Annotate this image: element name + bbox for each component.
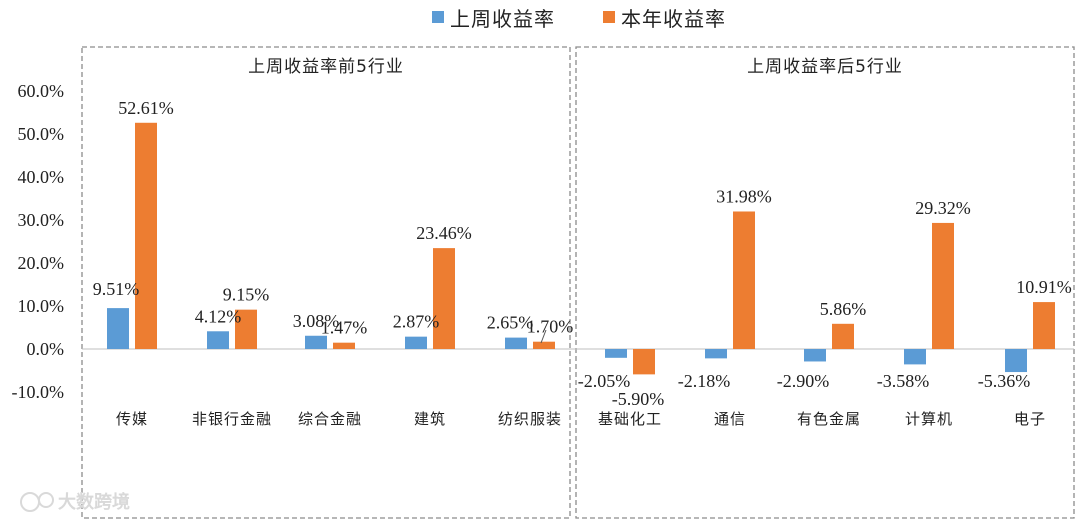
watermark-logo-icon (20, 492, 40, 512)
bar-ytd (433, 248, 455, 349)
watermark-text: 大数跨境 (58, 491, 130, 513)
category-label: 有色金属 (797, 410, 861, 428)
data-label: 29.32% (915, 198, 971, 218)
bar-weekly (804, 349, 826, 362)
y-axis: -10.0% 0.0% 10.0% 20.0% 30.0% 40.0% 50.0% 60.0% (12, 81, 65, 402)
data-label: 9.15% (223, 285, 270, 305)
category-label: 非银行金融 (192, 410, 272, 428)
bar-weekly (207, 331, 229, 349)
bar-ytd (832, 323, 854, 349)
panel-title-top5: 上周收益率前5行业 (248, 57, 404, 77)
bar-weekly (904, 349, 926, 365)
bar-ytd (135, 122, 157, 349)
data-label: 2.65% (487, 313, 534, 333)
y-tick-label: 20.0% (18, 253, 65, 273)
data-label: 5.86% (820, 299, 867, 319)
data-label: -3.58% (877, 371, 930, 391)
bar-ytd (633, 349, 655, 375)
panel-frame-bottom5 (575, 46, 1075, 519)
y-tick-label: 10.0% (18, 296, 65, 316)
y-tick-label: -10.0% (12, 382, 65, 402)
data-label: -5.90% (612, 389, 665, 409)
category-label: 纺织服装 (498, 410, 562, 428)
panel-title-bottom5: 上周收益率后5行业 (747, 57, 903, 77)
data-label: 1.47% (321, 318, 368, 338)
bar-weekly (405, 336, 427, 349)
y-tick-label: 60.0% (18, 81, 65, 101)
bar-weekly (305, 335, 327, 349)
category-label: 通信 (714, 410, 746, 428)
bar-weekly (505, 337, 527, 349)
data-label: 2.87% (393, 312, 440, 332)
y-tick-label: 50.0% (18, 124, 65, 144)
data-label: 10.91% (1016, 277, 1072, 297)
legend-label-ytd: 本年收益率 (621, 7, 726, 31)
watermark-logo-dot-icon (38, 492, 54, 508)
data-label: 52.61% (118, 98, 174, 118)
category-label: 建筑 (414, 410, 446, 428)
bar-ytd (333, 342, 355, 349)
data-label: 3.08% (293, 311, 340, 331)
bar-weekly (1005, 349, 1027, 373)
legend-swatch-weekly (432, 11, 444, 23)
category-label: 计算机 (905, 410, 953, 428)
category-label: 电子 (1014, 410, 1046, 428)
bar-ytd (1033, 302, 1055, 349)
watermark: 大数跨境 (20, 491, 130, 513)
bar-weekly (705, 349, 727, 359)
category-label: 基础化工 (598, 410, 662, 428)
category-label: 综合金融 (298, 410, 362, 428)
data-label: 31.98% (716, 186, 772, 206)
bars (107, 122, 1055, 375)
data-label: 9.51% (93, 279, 140, 299)
bar-weekly (107, 308, 129, 349)
data-label: -2.18% (678, 371, 731, 391)
y-tick-label: 30.0% (18, 210, 65, 230)
legend-swatch-ytd (603, 11, 615, 23)
leader-line (540, 329, 547, 344)
category-labels: 传媒 非银行金融 综合金融 建筑 纺织服装 基础化工 通信 有色金属 计算机 电子 (116, 410, 1046, 428)
data-label: -5.36% (978, 371, 1031, 391)
bar-ytd (733, 211, 755, 349)
y-tick-label: 0.0% (27, 339, 65, 359)
bar-weekly (605, 349, 627, 358)
panel-frame-top5 (81, 46, 571, 519)
bar-ytd (932, 222, 954, 349)
data-label: 4.12% (195, 306, 242, 326)
value-labels: 9.51% 4.12% 3.08% 2.87% 2.65% 52.61% 9.15% 1.47… (93, 98, 1072, 409)
category-label: 传媒 (116, 410, 148, 428)
bar-ytd (235, 309, 257, 349)
data-label: 23.46% (416, 223, 472, 243)
legend: 上周收益率 本年收益率 (432, 7, 726, 31)
legend-label-weekly: 上周收益率 (450, 7, 555, 31)
data-label: -2.05% (578, 371, 631, 391)
y-tick-label: 40.0% (18, 167, 65, 187)
data-label: -2.90% (777, 371, 830, 391)
bar-ytd (533, 341, 555, 349)
data-label: 1.70% (527, 317, 574, 337)
